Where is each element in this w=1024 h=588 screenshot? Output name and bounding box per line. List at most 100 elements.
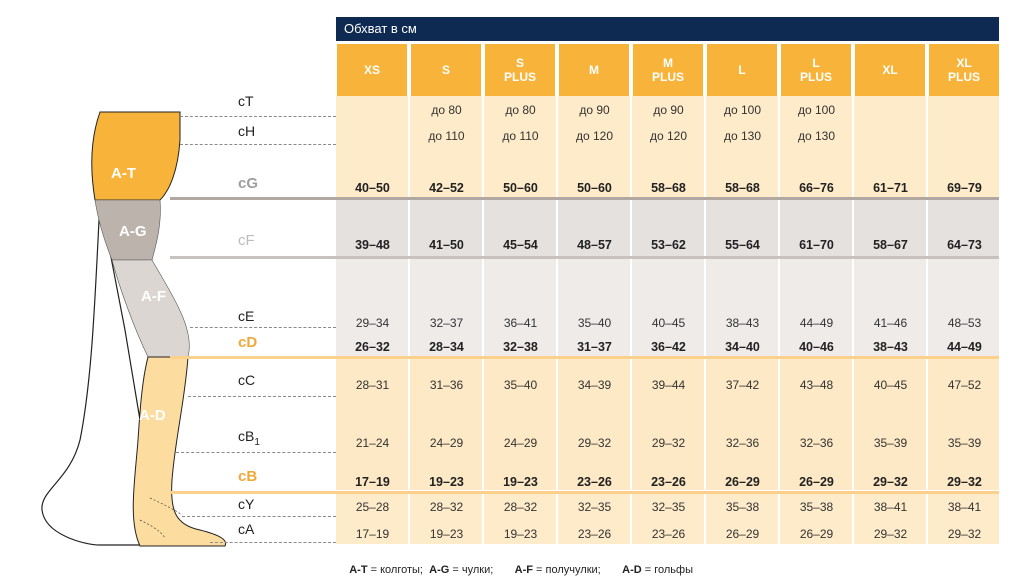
line-cf: [170, 256, 999, 259]
row-label-text: cH: [238, 123, 256, 139]
table-cell: 37–42: [725, 378, 760, 392]
table-cell: 26–29: [725, 527, 760, 541]
zone-ad-shape: [132, 356, 227, 547]
table-cell: 66–76: [799, 181, 834, 195]
table-cell: 26–32: [355, 340, 390, 354]
table-cell: 35–40: [577, 316, 612, 330]
legend-text-ag: чулки;: [461, 564, 494, 576]
table-cell: до 110: [428, 129, 465, 143]
column-separator: [630, 96, 632, 544]
table-cell: 23–26: [651, 475, 686, 489]
zone-label-af: A-F: [141, 288, 166, 305]
column-separator: [926, 96, 928, 544]
guide-ct: [180, 116, 336, 117]
table-cell: 44–49: [947, 340, 982, 354]
table-cell: 53–62: [651, 238, 686, 252]
column-separator: [482, 96, 484, 544]
column-separator: [556, 96, 558, 544]
table-cell: 45–54: [503, 238, 538, 252]
row-label: cA: [238, 521, 254, 537]
row-label: cF: [238, 232, 255, 249]
table-cell: 23–26: [577, 527, 612, 541]
column-separator: [704, 96, 706, 544]
table-cell: до 90: [653, 103, 684, 117]
row-label-text: cD: [238, 334, 258, 351]
row-label-text: cB: [238, 468, 258, 485]
table-cell: 38–43: [725, 316, 760, 330]
row-label-text: cG: [238, 175, 259, 192]
table-cell: 39–44: [651, 378, 686, 392]
table-cell: 29–32: [947, 475, 982, 489]
table-cell: 26–29: [799, 475, 834, 489]
guide-ca: [210, 542, 336, 543]
table-cell: до 100: [723, 103, 762, 117]
row-label-subscript: 1: [254, 436, 260, 448]
size-header: S PLUS: [485, 44, 555, 96]
guide-cb1: [176, 452, 336, 453]
table-cell: 41–46: [873, 316, 908, 330]
table-cell: 35–40: [503, 378, 538, 392]
table-cell: 29–32: [947, 527, 982, 541]
table-cell: 29–34: [355, 316, 390, 330]
size-header: M PLUS: [633, 44, 703, 96]
table-cell: 23–26: [577, 475, 612, 489]
table-cell: 28–34: [429, 340, 464, 354]
size-header: XL PLUS: [929, 44, 999, 96]
table-cell: 32–38: [503, 340, 538, 354]
size-header: S: [411, 44, 481, 96]
row-label-text: cY: [238, 496, 255, 512]
legend-text-af: получулки;: [545, 564, 601, 576]
table-cell: 32–35: [577, 500, 612, 514]
row-label-text: cE: [238, 308, 255, 324]
size-header: L: [707, 44, 777, 96]
table-cell: 32–36: [725, 436, 760, 450]
row-label-text: cB: [238, 428, 255, 444]
table-cell: 34–39: [577, 378, 612, 392]
table-cell: 50–60: [503, 181, 538, 195]
table-cell: 64–73: [947, 238, 982, 252]
table-cell: 38–41: [947, 500, 982, 514]
table-cell: 50–60: [577, 181, 612, 195]
table-cell: 47–52: [947, 378, 982, 392]
table-cell: до 120: [649, 129, 688, 143]
band-calf: [336, 359, 999, 490]
band-top: [336, 96, 999, 198]
table-cell: 24–29: [503, 436, 538, 450]
table-cell: 34–40: [725, 340, 760, 354]
table-cell: 17–19: [355, 475, 390, 489]
row-label-text: cF: [238, 232, 255, 249]
zone-label-ag: A-G: [119, 223, 147, 240]
table-cell: 38–43: [873, 340, 908, 354]
size-header: L PLUS: [781, 44, 851, 96]
table-cell: 29–32: [651, 436, 686, 450]
table-cell: 28–32: [429, 500, 464, 514]
line-cg: [170, 197, 999, 200]
row-label: cH: [238, 123, 255, 139]
table-cell: 36–41: [503, 316, 538, 330]
table-cell: 40–50: [355, 181, 390, 195]
table-cell: 61–70: [799, 238, 834, 252]
ankle-mark: [149, 497, 183, 516]
guide-cc: [188, 396, 336, 397]
legend-text-at: колготы;: [380, 564, 423, 576]
table-cell: 28–31: [355, 378, 390, 392]
back-leg-outline: [41, 199, 161, 546]
line-cd: [170, 356, 999, 359]
table-cell: до 80: [431, 103, 462, 117]
guide-ce: [190, 327, 336, 328]
size-header: XS: [337, 44, 407, 96]
column-separator: [852, 96, 854, 544]
table-cell: 48–57: [577, 238, 612, 252]
guide-ch: [180, 144, 336, 145]
table-cell: до 80: [505, 103, 536, 117]
table-cell: 19–23: [503, 527, 538, 541]
table-cell: 35–38: [725, 500, 760, 514]
table-cell: 32–37: [429, 316, 464, 330]
table-cell: 29–32: [873, 527, 908, 541]
table-cell: до 90: [579, 103, 610, 117]
table-cell: 42–52: [429, 181, 464, 195]
table-cell: 58–67: [873, 238, 908, 252]
table-cell: 55–64: [725, 238, 760, 252]
legend: A-T = колготы; A-G = чулки; A-F = получу…: [349, 564, 693, 576]
row-label: cE: [238, 308, 254, 324]
